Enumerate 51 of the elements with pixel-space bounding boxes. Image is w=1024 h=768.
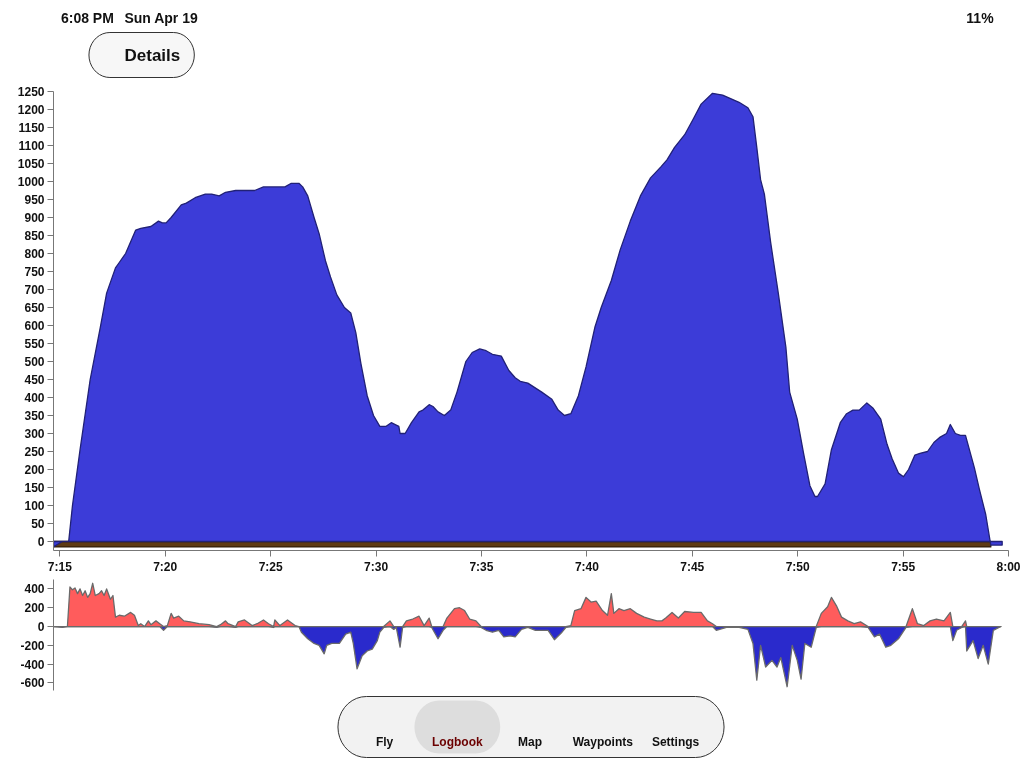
text: 11% — [966, 9, 995, 26]
y-tick-label: 400 — [24, 391, 45, 405]
y-tick-label: 1250 — [17, 85, 45, 99]
y-tick-label: 1000 — [17, 175, 45, 189]
y-tick-label: 550 — [24, 337, 45, 351]
x-tick-label: 7:25 — [258, 559, 284, 574]
y-tick-label: 600 — [24, 319, 45, 333]
y-tick-label: 450 — [24, 373, 45, 387]
y-tick-label: 850 — [24, 229, 45, 243]
x-tick-label: 7:55 — [891, 559, 916, 574]
y-tick-label: 200 — [24, 463, 45, 477]
y-tick-label: 1100 — [18, 139, 45, 153]
text: Logbook — [432, 734, 483, 749]
y-tick-label: 300 — [24, 427, 45, 441]
x-tick-label: 7:45 — [680, 559, 705, 574]
y-tick-label: 400 — [24, 582, 45, 597]
y-tick-label: 700 — [24, 283, 45, 297]
y-tick-label: -200 — [20, 638, 45, 653]
y-tick-label: 750 — [24, 265, 45, 279]
x-tick-label: 7:50 — [785, 559, 810, 574]
y-tick-label: 150 — [24, 481, 45, 495]
y-tick-label: 50 — [31, 517, 45, 531]
y-tick-label: 800 — [24, 247, 45, 261]
y-tick-label: 650 — [24, 301, 45, 315]
text: Map — [518, 734, 543, 749]
y-tick-label: 1150 — [18, 121, 45, 135]
x-tick-label: 7:40 — [574, 559, 600, 574]
x-tick-label: 7:35 — [469, 559, 494, 574]
x-tick-label: 7:30 — [364, 559, 389, 574]
y-tick-label: 0 — [37, 620, 45, 635]
y-tick-label: 100 — [24, 499, 45, 513]
text: Waypoints — [572, 734, 634, 749]
y-tick-label: 200 — [24, 601, 45, 616]
y-tick-label: 250 — [24, 445, 45, 459]
y-tick-label: 950 — [24, 193, 45, 207]
y-tick-label: -600 — [20, 676, 45, 691]
y-tick-label: -400 — [20, 657, 45, 672]
text: Fly — [375, 734, 394, 749]
text: 6:08 PM — [60, 9, 114, 26]
text: Details — [124, 46, 181, 65]
y-tick-label: 1050 — [17, 157, 45, 171]
y-tick-label: 0 — [37, 535, 45, 549]
x-tick-label: 7:20 — [153, 559, 178, 574]
y-tick-label: 900 — [24, 211, 45, 225]
text: Settings — [651, 734, 700, 749]
x-tick-label: 8:00 — [996, 559, 1021, 574]
y-tick-label: 1200 — [17, 103, 45, 117]
text: Sun Apr 19 — [124, 9, 198, 26]
y-tick-label: 350 — [24, 409, 45, 423]
x-tick-label: 7:15 — [47, 559, 73, 574]
y-tick-label: 500 — [24, 355, 45, 369]
